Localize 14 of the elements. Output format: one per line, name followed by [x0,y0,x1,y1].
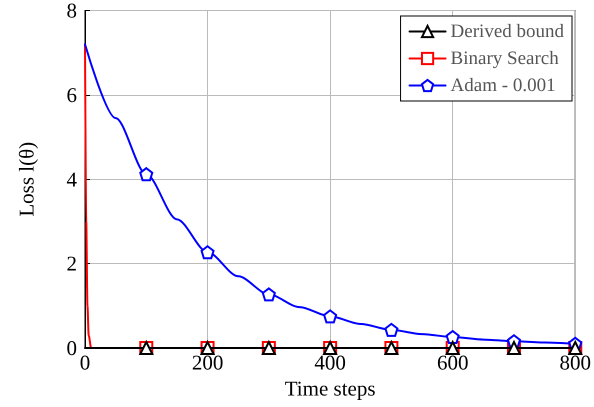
y-tick-label: 4 [66,167,78,192]
x-tick-label: 400 [314,350,346,374]
y-axis-title: Loss l(θ) [14,142,38,217]
y-tick-label: 2 [66,252,77,276]
x-axis-title: Time steps [284,376,376,400]
x-tick-label: 800 [560,350,591,374]
x-tick-label: 600 [436,350,468,374]
y-tick-label: 8 [66,0,77,22]
legend-label: Adam - 0.001 [450,75,556,96]
legend-label: Derived bound [450,21,564,42]
y-tick-label: 6 [66,82,77,107]
legend-label: Binary Search [450,48,560,69]
y-tick-label: 0 [66,336,77,360]
x-tick-label: 200 [192,350,224,374]
